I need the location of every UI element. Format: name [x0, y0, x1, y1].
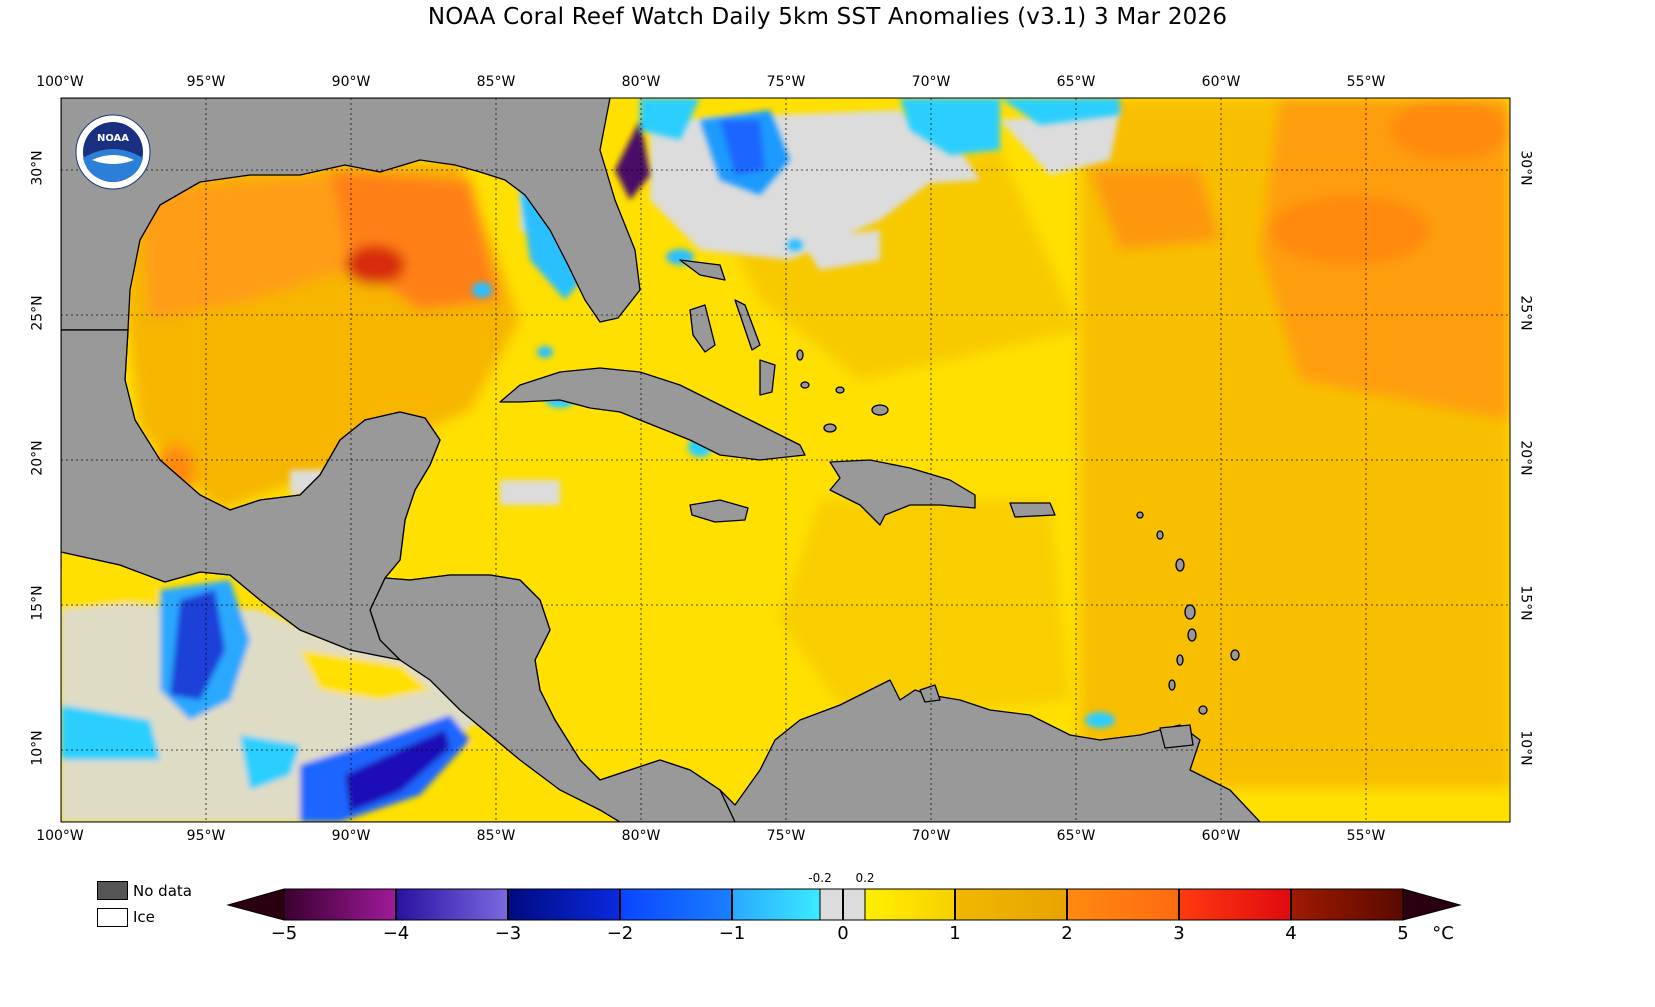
lon-label-bottom: 55°W: [1346, 828, 1386, 844]
lon-label-bottom: 95°W: [186, 828, 226, 844]
colorbar-tick: 0: [837, 923, 849, 944]
no-data-swatch: [97, 881, 128, 900]
no-data-label: No data: [133, 882, 192, 900]
colorbar-tick: −1: [718, 923, 746, 944]
lon-label-bottom: 75°W: [766, 828, 806, 844]
lon-label-bottom: 90°W: [331, 828, 371, 844]
colorbar-tick: 2: [1061, 923, 1073, 944]
lon-label-bottom: 60°W: [1201, 828, 1241, 844]
lon-label-top: 80°W: [621, 74, 661, 90]
lon-label-top: 100°W: [36, 74, 84, 90]
colorbar-tick: 1: [949, 923, 961, 944]
colorbar-tick: −4: [382, 923, 410, 944]
colorbar-unit: °C: [1432, 923, 1454, 944]
ice-swatch: [97, 908, 128, 927]
colorbar-tick: 5: [1397, 923, 1409, 944]
lon-label-bottom: 70°W: [911, 828, 951, 844]
ice-label: Ice: [133, 908, 155, 926]
lon-label-bottom: 80°W: [621, 828, 661, 844]
noaa-logo-text: NOAA: [97, 133, 129, 144]
map-title: NOAA Coral Reef Watch Daily 5km SST Anom…: [427, 4, 1228, 30]
lon-label-top: 55°W: [1346, 74, 1386, 90]
lon-label-bottom: 65°W: [1056, 828, 1096, 844]
lon-label-top: 90°W: [331, 74, 371, 90]
lon-label-top: 70°W: [911, 74, 951, 90]
colorbar-tick: −5: [270, 923, 298, 944]
lon-label-top: 95°W: [186, 74, 226, 90]
colorbar-small-tick: 0.2: [855, 871, 875, 885]
colorbar-tick: −2: [606, 923, 634, 944]
lon-label-top: 65°W: [1056, 74, 1096, 90]
lon-label-top: 85°W: [476, 74, 516, 90]
lon-label-top: 60°W: [1201, 74, 1241, 90]
lon-label-top: 75°W: [766, 74, 806, 90]
noaa-logo: NOAA: [75, 114, 151, 190]
colorbar-small-tick: -0.2: [808, 871, 832, 885]
colorbar-tick: −3: [494, 923, 522, 944]
colorbar-tick: 4: [1285, 923, 1297, 944]
colorbar-tick: 3: [1173, 923, 1185, 944]
lon-label-bottom: 100°W: [36, 828, 84, 844]
lon-label-bottom: 85°W: [476, 828, 516, 844]
